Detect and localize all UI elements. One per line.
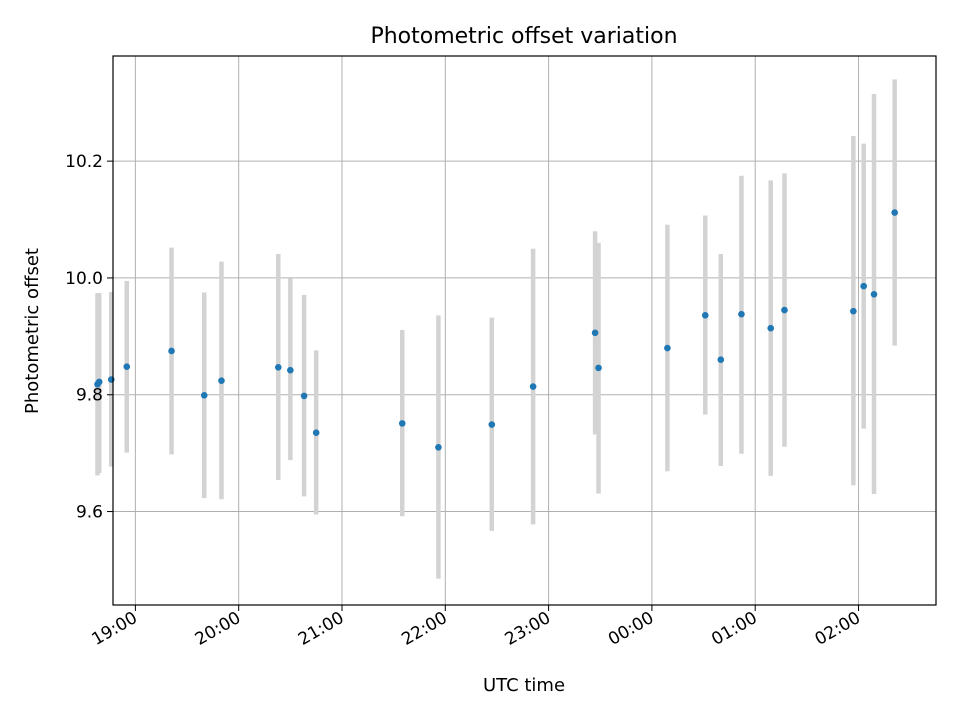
y-tick-label: 9.6 [76,503,103,523]
data-point [529,383,537,390]
data-point [200,392,208,399]
y-axis-ticks: 9.6 9.8 10.0 10.2 [65,152,113,523]
data-point [717,356,725,364]
data-point [891,209,898,216]
data-point [123,363,131,371]
x-axis-label: UTC time [483,675,565,696]
x-axis-ticks: 19:00 20:00 21:00 22:00 23:00 00:00 01:00 02:00 [88,605,864,650]
data-point [664,344,671,352]
data-point [218,377,225,385]
x-tick-label: 21:00 [295,608,347,650]
data-point [591,329,599,337]
data-point [738,310,745,318]
grid [113,56,936,605]
data-point [595,364,602,372]
y-tick-label: 9.8 [76,386,103,406]
x-tick-label: 00:00 [605,608,657,650]
y-axis-label: Photometric offset [22,248,43,414]
x-tick-label: 22:00 [398,608,450,650]
data-point [168,347,175,355]
data-point [870,290,878,298]
x-tick-label: 02:00 [812,608,864,650]
plot-frame [112,55,937,606]
x-tick-label: 01:00 [708,608,760,650]
data-point [95,378,103,386]
x-tick-label: 23:00 [502,608,554,650]
data-point [781,306,788,314]
y-tick-label: 10.0 [65,269,103,289]
chart-title: Photometric offset variation [370,24,677,49]
data-point [850,307,857,315]
data-points [94,209,898,451]
data-point [274,363,282,371]
data-point [701,312,709,319]
data-point [860,282,867,290]
data-point [312,429,320,437]
data-point [767,324,775,332]
error-bars [95,79,897,579]
data-point [300,392,308,400]
data-point [435,444,442,451]
data-point [287,366,294,374]
data-point [488,421,496,428]
x-tick-label: 19:00 [88,608,140,650]
data-point [398,420,406,427]
x-tick-label: 20:00 [192,608,244,650]
y-tick-label: 10.2 [65,152,103,172]
